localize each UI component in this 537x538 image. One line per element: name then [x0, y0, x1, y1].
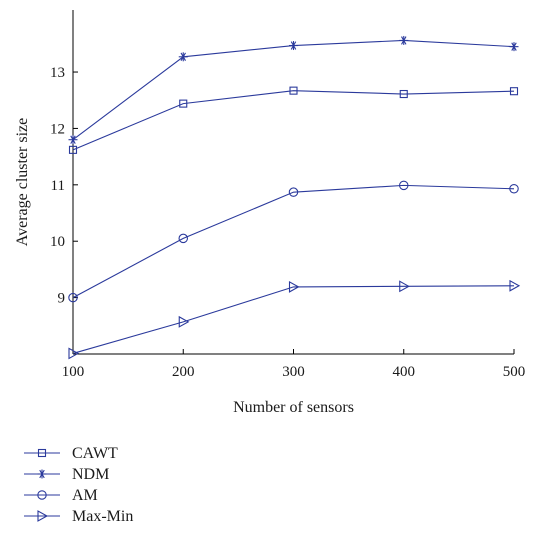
- y-tick-label: 13: [50, 65, 65, 81]
- series-ndm: [68, 35, 519, 145]
- legend-label: AM: [72, 487, 98, 504]
- legend: CAWT NDM AM Max-Min: [24, 445, 133, 525]
- series-line-cawt: [72, 90, 515, 151]
- x-tick-label: 400: [393, 364, 416, 380]
- y-axis-label: Average cluster size: [14, 118, 31, 247]
- y-tick-label: 12: [50, 121, 65, 137]
- data-point-ndm: [399, 35, 409, 45]
- legend-item-am: AM: [24, 487, 98, 504]
- series-layer: [68, 35, 521, 360]
- data-point-cawt: [68, 145, 78, 154]
- legend-marker: [37, 448, 47, 458]
- x-tick-label: 300: [282, 364, 305, 380]
- data-point-max-min: [399, 280, 410, 293]
- series-line-ndm: [72, 39, 515, 141]
- x-axis-label: Number of sensors: [233, 399, 354, 416]
- data-point-am: [288, 187, 299, 197]
- series-am: [68, 180, 519, 303]
- data-point-max-min: [68, 347, 80, 360]
- y-tick-label: 11: [51, 178, 65, 194]
- series-max-min: [68, 279, 521, 360]
- x-tick-label: 100: [62, 364, 85, 380]
- data-point-ndm: [68, 135, 78, 145]
- axes: 100 200 300 400 500 9 10 11 12 13: [50, 10, 525, 380]
- x-tick-label: 500: [503, 364, 526, 380]
- legend-item-max-min: Max-Min: [24, 508, 133, 525]
- y-tick-label: 10: [50, 234, 65, 250]
- data-point-ndm: [289, 41, 298, 51]
- legend-marker: [37, 490, 47, 500]
- series-line-am: [72, 184, 515, 299]
- data-point-max-min: [178, 315, 190, 328]
- data-point-am: [68, 292, 78, 303]
- legend-item-ndm: NDM: [24, 466, 109, 483]
- x-tick-label: 200: [172, 364, 195, 380]
- legend-label: CAWT: [72, 445, 118, 462]
- data-point-am: [178, 233, 189, 244]
- data-point-cawt: [289, 86, 298, 95]
- y-tick-label: 9: [58, 291, 66, 307]
- series-line-max-min: [72, 285, 515, 354]
- data-point-cawt: [399, 89, 408, 99]
- data-point-max-min: [288, 280, 300, 293]
- data-point-am: [509, 184, 519, 194]
- data-point-cawt: [179, 99, 188, 108]
- legend-label: Max-Min: [72, 508, 133, 525]
- legend-marker: [37, 510, 49, 522]
- data-point-ndm: [509, 42, 519, 52]
- data-point-am: [398, 180, 409, 191]
- data-point-ndm: [178, 52, 188, 62]
- series-cawt: [68, 86, 519, 154]
- data-point-max-min: [509, 279, 521, 292]
- legend-marker: [37, 469, 47, 479]
- legend-item-cawt: CAWT: [24, 445, 118, 462]
- data-point-cawt: [509, 87, 519, 96]
- legend-label: NDM: [72, 466, 109, 483]
